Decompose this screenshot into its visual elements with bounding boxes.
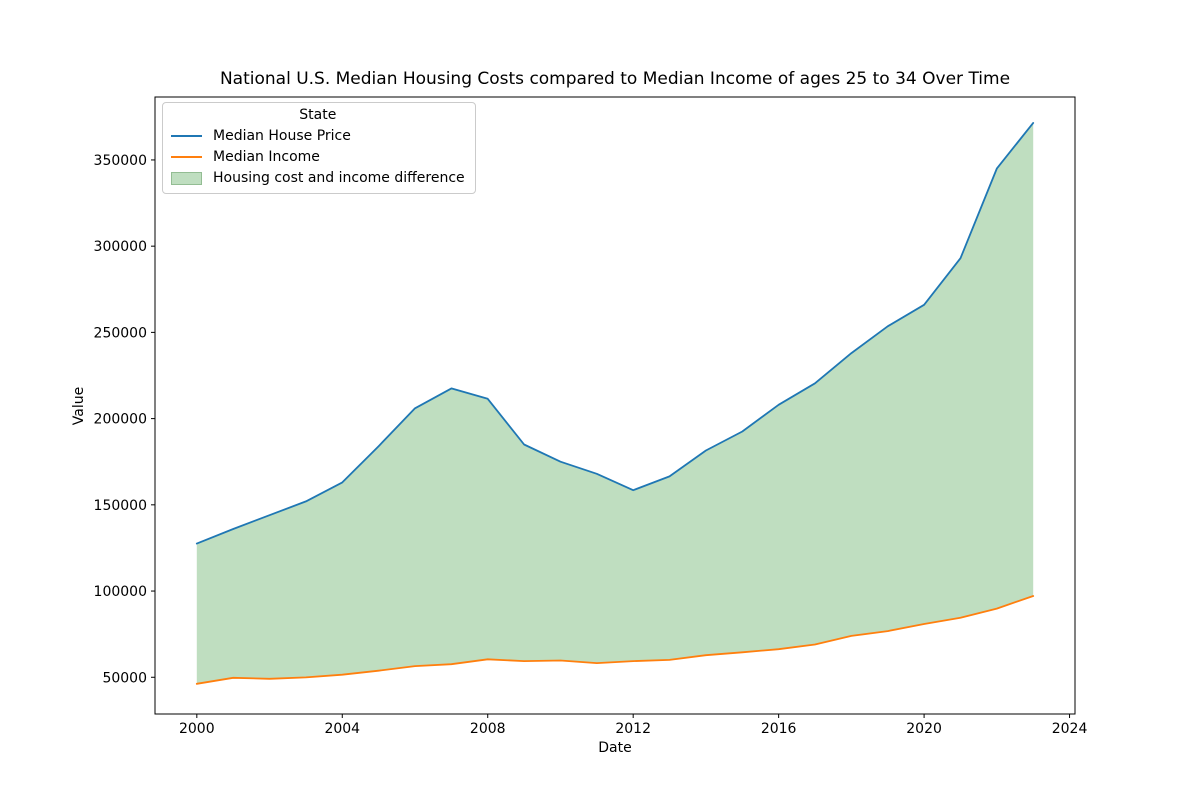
- house-price-line: [195, 122, 1035, 545]
- x-tick-label: 2016: [761, 721, 797, 737]
- y-tick-label: 50000: [102, 670, 147, 686]
- difference-area: [196, 122, 1034, 684]
- y-tick-label: 350000: [94, 153, 147, 169]
- y-axis-label: Value: [71, 386, 87, 426]
- income-line: [195, 595, 1035, 685]
- x-tick-label: 2020: [906, 721, 942, 737]
- x-tick-label: 2004: [324, 721, 360, 737]
- legend: State Median House Price Median Income Hou…: [162, 102, 476, 194]
- y-tick-label: 100000: [94, 584, 147, 600]
- legend-label: Median House Price: [213, 128, 351, 144]
- legend-entry: Median House Price: [171, 128, 465, 144]
- legend-entries: Median House Price Median Income Housing c…: [171, 128, 465, 186]
- y-tick-label: 250000: [94, 325, 147, 341]
- x-tick-label: 2000: [179, 721, 215, 737]
- chart-title: National U.S. Median Housing Costs compa…: [219, 69, 1011, 89]
- legend-line-swatch: [171, 135, 202, 137]
- x-tick-label: 2012: [615, 721, 651, 737]
- y-tick-label: 300000: [94, 239, 147, 255]
- legend-label: Housing cost and income difference: [213, 170, 465, 186]
- legend-patch-swatch: [171, 171, 202, 185]
- legend-entry: Housing cost and income difference: [171, 170, 465, 186]
- y-tick-label: 200000: [94, 412, 147, 428]
- y-tick-label: 150000: [94, 498, 147, 514]
- x-tick-label: 2024: [1052, 721, 1088, 737]
- legend-label: Median Income: [213, 149, 320, 165]
- legend-title: State: [299, 107, 337, 123]
- x-tick-label: 2008: [470, 721, 506, 737]
- axes-frame: [154, 96, 1076, 715]
- x-axis-label: Date: [598, 740, 632, 756]
- legend-line-swatch: [171, 156, 202, 158]
- legend-entry: Median Income: [171, 149, 465, 165]
